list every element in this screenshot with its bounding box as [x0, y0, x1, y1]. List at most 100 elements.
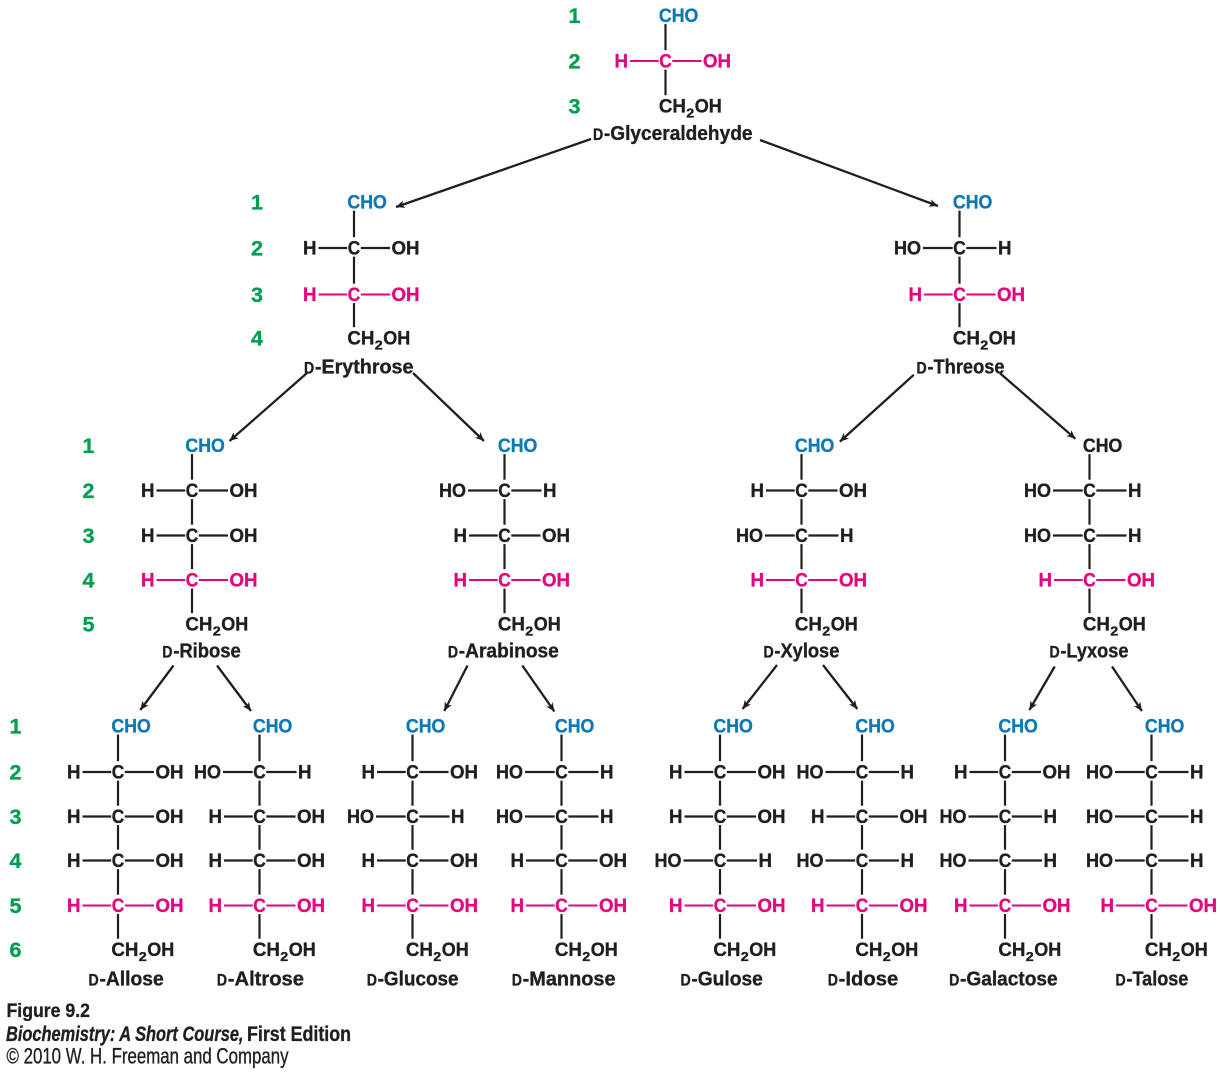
svg-text:-Altrose: -Altrose	[228, 968, 304, 990]
svg-text:2: 2	[582, 949, 590, 964]
svg-text:CH: CH	[253, 940, 280, 961]
svg-text:HO: HO	[1024, 481, 1051, 502]
svg-text:C: C	[186, 481, 199, 502]
svg-text:C: C	[714, 896, 727, 917]
svg-text:CH: CH	[185, 615, 212, 636]
svg-text:H: H	[954, 763, 968, 784]
svg-text:5: 5	[10, 894, 22, 918]
svg-text:2: 2	[280, 949, 288, 964]
svg-text:CH: CH	[998, 940, 1025, 961]
svg-text:C: C	[112, 896, 125, 917]
svg-text:OH: OH	[542, 571, 570, 592]
svg-text:OH: OH	[900, 807, 928, 828]
svg-text:H: H	[669, 896, 683, 917]
svg-text:-Glucose: -Glucose	[378, 968, 459, 990]
svg-text:OH: OH	[1119, 615, 1146, 636]
svg-text:H: H	[759, 851, 773, 872]
svg-text:D: D	[949, 971, 959, 989]
svg-text:OH: OH	[758, 763, 786, 784]
svg-text:D: D	[448, 643, 458, 661]
svg-text:-Threose: -Threose	[927, 356, 1004, 378]
svg-text:OH: OH	[392, 285, 420, 306]
svg-text:HO: HO	[797, 851, 824, 872]
svg-text:C: C	[795, 571, 808, 592]
svg-text:OH: OH	[297, 851, 325, 872]
svg-text:C: C	[253, 851, 266, 872]
svg-text:2: 2	[10, 760, 22, 784]
svg-text:OH: OH	[534, 615, 561, 636]
svg-text:C: C	[1145, 851, 1158, 872]
svg-text:C: C	[795, 481, 808, 502]
svg-text:OH: OH	[221, 615, 248, 636]
svg-text:6: 6	[10, 938, 22, 962]
svg-text:2: 2	[375, 337, 383, 352]
svg-text:D: D	[917, 359, 927, 377]
svg-text:CHO: CHO	[1145, 717, 1185, 738]
svg-text:H: H	[811, 896, 825, 917]
svg-text:CH: CH	[347, 329, 374, 350]
svg-text:D: D	[1049, 643, 1059, 661]
svg-text:3: 3	[251, 283, 263, 307]
svg-text:H: H	[1101, 896, 1115, 917]
svg-text:H: H	[209, 896, 223, 917]
svg-text:2: 2	[1026, 949, 1034, 964]
svg-text:H: H	[1190, 763, 1204, 784]
svg-text:H: H	[901, 851, 915, 872]
svg-text:D: D	[89, 971, 99, 989]
svg-text:C: C	[1083, 571, 1096, 592]
svg-text:D: D	[680, 971, 690, 989]
svg-text:Biochemistry: A Short Course,: Biochemistry: A Short Course,	[6, 1023, 244, 1046]
svg-text:OH: OH	[599, 896, 627, 917]
svg-text:C: C	[406, 851, 419, 872]
svg-text:OH: OH	[891, 940, 918, 961]
svg-text:D: D	[764, 643, 774, 661]
svg-text:H: H	[362, 896, 376, 917]
svg-text:D: D	[828, 971, 838, 989]
svg-text:C: C	[795, 526, 808, 547]
svg-text:CHO: CHO	[659, 6, 699, 27]
svg-text:D: D	[304, 359, 314, 377]
svg-text:C: C	[953, 285, 966, 306]
svg-text:C: C	[498, 481, 511, 502]
svg-text:H: H	[67, 896, 81, 917]
svg-text:H: H	[141, 526, 155, 547]
svg-text:CHO: CHO	[498, 436, 538, 457]
svg-text:CH: CH	[659, 97, 686, 118]
svg-text:CH: CH	[555, 940, 582, 961]
svg-text:H: H	[600, 807, 614, 828]
svg-text:H: H	[209, 851, 223, 872]
svg-text:CHO: CHO	[998, 717, 1038, 738]
svg-text:OH: OH	[1043, 896, 1071, 917]
svg-text:OH: OH	[900, 896, 928, 917]
svg-text:OH: OH	[1181, 940, 1208, 961]
svg-text:OH: OH	[591, 940, 618, 961]
svg-text:C: C	[253, 763, 266, 784]
svg-text:OH: OH	[450, 896, 478, 917]
svg-text:OH: OH	[297, 896, 325, 917]
svg-text:D: D	[593, 126, 603, 144]
svg-text:H: H	[600, 763, 614, 784]
svg-text:H: H	[669, 763, 683, 784]
svg-text:HO: HO	[1086, 807, 1113, 828]
svg-text:OH: OH	[450, 851, 478, 872]
svg-text:C: C	[856, 807, 869, 828]
svg-text:-Ribose: -Ribose	[173, 640, 241, 662]
svg-text:C: C	[1145, 807, 1158, 828]
svg-text:H: H	[1044, 807, 1058, 828]
svg-text:H: H	[1128, 481, 1142, 502]
svg-text:3: 3	[83, 524, 95, 548]
svg-text:H: H	[303, 285, 317, 306]
svg-text:OH: OH	[758, 896, 786, 917]
svg-text:-Xylose: -Xylose	[774, 640, 839, 662]
svg-text:OH: OH	[156, 807, 184, 828]
svg-text:OH: OH	[997, 285, 1025, 306]
svg-text:C: C	[112, 763, 125, 784]
svg-text:H: H	[1039, 571, 1053, 592]
svg-text:OH: OH	[230, 481, 258, 502]
svg-text:-Galactose: -Galactose	[960, 968, 1058, 990]
svg-text:-Arabinose: -Arabinose	[459, 640, 559, 662]
svg-text:-Mannose: -Mannose	[523, 968, 616, 990]
svg-text:C: C	[999, 763, 1012, 784]
svg-text:C: C	[1145, 763, 1158, 784]
svg-text:H: H	[998, 239, 1012, 260]
